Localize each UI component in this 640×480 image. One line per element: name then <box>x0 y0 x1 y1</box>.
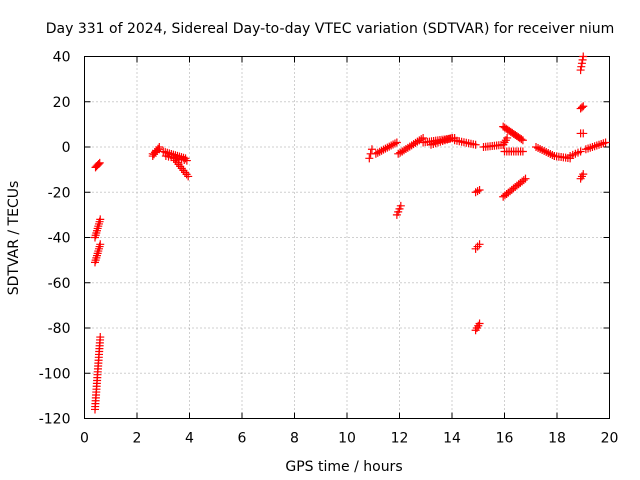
data-point <box>96 333 105 342</box>
x-tick-label: 0 <box>80 431 89 447</box>
data-point <box>381 144 390 153</box>
data-point <box>182 170 191 179</box>
data-point <box>377 146 386 155</box>
data-point <box>521 174 530 183</box>
data-point <box>576 147 585 156</box>
x-tick-label: 16 <box>496 431 514 447</box>
x-axis-label: GPS time / hours <box>285 459 402 475</box>
x-tick-label: 12 <box>391 431 409 447</box>
data-point <box>576 66 585 75</box>
data-point <box>163 148 172 157</box>
data-point <box>519 176 528 185</box>
y-axis-label: SDTVAR / TECUs <box>6 181 22 296</box>
data-point <box>544 149 553 158</box>
data-point <box>540 147 549 156</box>
data-point <box>375 147 384 156</box>
data-point <box>518 136 527 145</box>
data-point <box>177 164 186 173</box>
x-tick-label: 20 <box>601 431 619 447</box>
data-point <box>517 135 526 144</box>
data-point <box>536 145 545 154</box>
data-point <box>159 147 168 156</box>
data-point <box>578 55 587 64</box>
x-tick-label: 2 <box>133 431 142 447</box>
chart-title: Day 331 of 2024, Sidereal Day-to-day VTE… <box>46 21 615 37</box>
x-tick-label: 4 <box>185 431 194 447</box>
data-points <box>91 52 610 414</box>
data-point <box>373 148 382 157</box>
data-point <box>94 159 103 168</box>
data-point <box>367 145 376 154</box>
data-point <box>179 166 188 175</box>
data-point <box>176 162 185 171</box>
y-tick-label: 0 <box>62 140 71 156</box>
x-tick-label: 6 <box>238 431 247 447</box>
data-point <box>182 156 191 165</box>
data-point <box>96 240 105 249</box>
data-point <box>534 144 543 153</box>
data-point <box>577 59 586 68</box>
x-tick-label: 18 <box>548 431 566 447</box>
data-point <box>475 185 484 194</box>
y-tick-label: -40 <box>48 231 71 247</box>
data-point <box>471 140 480 149</box>
data-point <box>577 103 586 112</box>
data-point <box>365 154 374 163</box>
data-point <box>579 170 588 179</box>
data-point <box>503 133 512 142</box>
data-point <box>538 146 547 155</box>
x-tick-label: 8 <box>290 431 299 447</box>
data-point <box>475 319 484 328</box>
data-point <box>548 151 557 160</box>
data-point <box>392 138 401 147</box>
axis-ticks: 0 2 4 6 8 10 12 14 16 18 20 -120 -100 -80 -60 -40 -20 0 20… <box>39 50 619 447</box>
x-tick-label: 10 <box>338 431 356 447</box>
data-point <box>379 145 388 154</box>
data-point <box>579 52 588 61</box>
data-point <box>475 240 484 249</box>
data-point <box>180 168 189 177</box>
data-point <box>396 201 405 210</box>
x-tick-label: 14 <box>443 431 461 447</box>
y-tick-label: -80 <box>48 321 71 337</box>
data-point <box>385 142 394 151</box>
data-point <box>390 139 399 148</box>
y-tick-label: -120 <box>39 412 71 428</box>
data-point <box>601 138 610 147</box>
data-point <box>96 215 105 224</box>
y-tick-label: 20 <box>53 95 71 111</box>
y-tick-label: -100 <box>39 366 71 382</box>
data-point <box>389 140 398 149</box>
data-point <box>577 62 586 71</box>
data-point <box>542 148 551 157</box>
y-tick-label: -20 <box>48 185 71 201</box>
y-tick-label: -60 <box>48 276 71 292</box>
data-point <box>518 147 527 156</box>
data-point <box>387 141 396 150</box>
data-point <box>579 102 588 111</box>
data-point <box>546 150 555 159</box>
data-point <box>383 143 392 152</box>
grid <box>84 56 610 419</box>
data-point <box>371 149 380 158</box>
data-point <box>579 129 588 138</box>
data-point <box>95 158 104 167</box>
data-point <box>184 172 193 181</box>
data-point <box>417 135 426 144</box>
data-point <box>532 143 540 151</box>
data-point <box>473 187 482 196</box>
y-tick-label: 40 <box>53 50 71 66</box>
